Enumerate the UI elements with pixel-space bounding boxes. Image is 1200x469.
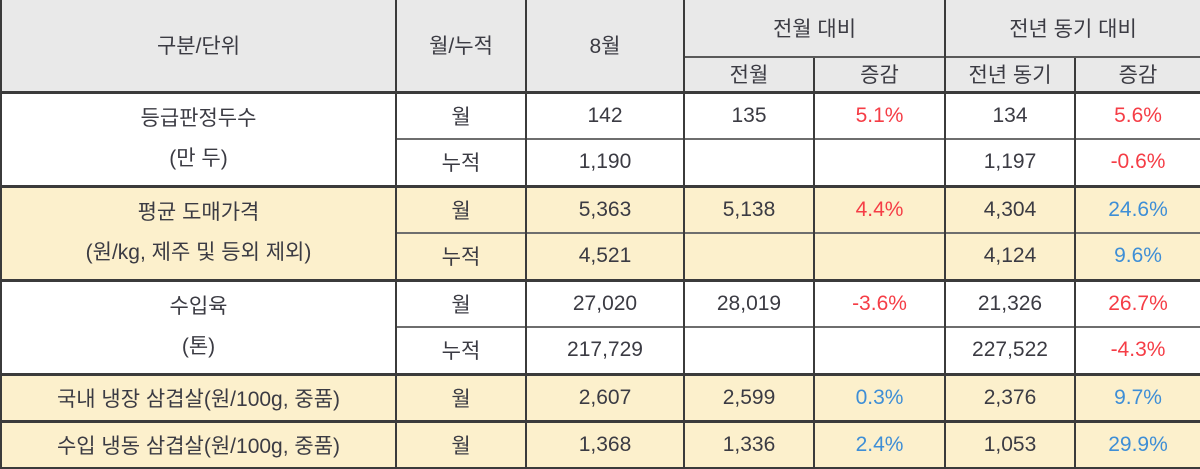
prev-month-cell: 2,599: [683, 372, 814, 421]
table-row: 누적 4,521 4,124 9.6%: [1, 232, 1200, 280]
month-value-cell: 1,368: [525, 419, 684, 468]
period-cell: 월: [395, 90, 526, 139]
prev-change-cell: [813, 232, 945, 280]
year-change-cell: 9.7%: [1074, 372, 1200, 421]
period-cell: 월: [395, 184, 526, 233]
prev-year-cell: 1,053: [944, 419, 1075, 468]
prev-change-cell: [813, 138, 945, 186]
prev-year-cell: 227,522: [944, 326, 1075, 374]
prev-year-cell: 2,376: [944, 372, 1075, 421]
prev-year-cell: 21,326: [944, 278, 1075, 327]
year-change-cell: -0.6%: [1074, 138, 1200, 186]
header-prev-month-change: 증감: [813, 56, 945, 92]
month-value-cell: 5,363: [525, 184, 684, 233]
month-value-cell: 142: [525, 90, 684, 139]
table-row: 국내 냉장 삼겹살(원/100g, 중품) 월 2,607 2,599 0.3%…: [0, 372, 1200, 421]
period-cell: 월: [395, 419, 526, 468]
row-label-grade-count: 등급판정두수 (만 두): [0, 90, 396, 186]
header-group-prev-month: 전월 대비: [683, 0, 945, 57]
header-prev-year: 전년 동기: [944, 56, 1075, 92]
prev-month-cell: 1,336: [683, 419, 814, 468]
prev-change-cell: 0.3%: [813, 372, 945, 421]
period-cell: 누적: [395, 232, 526, 280]
row-label-avg-wholesale-price: 평균 도매가격 (원/kg, 제주 및 등외 제외): [0, 184, 396, 280]
prev-month-cell: [683, 326, 814, 374]
prev-month-cell: 28,019: [683, 278, 814, 327]
month-value-cell: 27,020: [525, 278, 684, 327]
prev-change-cell: -3.6%: [813, 278, 945, 327]
prev-month-cell: [683, 138, 814, 186]
prev-change-cell: 4.4%: [813, 184, 945, 233]
table-row: 누적 1,190 1,197 -0.6%: [1, 138, 1200, 186]
month-value-cell: 1,190: [525, 138, 684, 186]
prev-month-cell: [683, 232, 814, 280]
header-prev-month: 전월: [683, 56, 814, 92]
header-row-top: 구분/단위 월/누적 8월 전월 대비 전년 동기 대비: [0, 0, 1200, 92]
header-prev-year-change: 증감: [1074, 56, 1200, 92]
table-row: 누적 217,729 227,522 -4.3%: [1, 326, 1200, 374]
prev-year-cell: 4,124: [944, 232, 1075, 280]
table-row: 수입육 (톤) 월 27,020 28,019 -3.6% 21,326 26.…: [0, 278, 1200, 374]
year-change-cell: 9.6%: [1074, 232, 1200, 280]
year-change-cell: 26.7%: [1074, 278, 1200, 327]
year-change-cell: -4.3%: [1074, 326, 1200, 374]
prev-year-cell: 1,197: [944, 138, 1075, 186]
year-change-cell: 29.9%: [1074, 419, 1200, 468]
period-cell: 누적: [395, 138, 526, 186]
prev-change-cell: 2.4%: [813, 419, 945, 468]
year-change-cell: 5.6%: [1074, 90, 1200, 139]
prev-year-cell: 4,304: [944, 184, 1075, 233]
year-change-cell: 24.6%: [1074, 184, 1200, 233]
month-value-cell: 217,729: [525, 326, 684, 374]
period-cell: 월: [395, 278, 526, 327]
row-label-imported-meat: 수입육 (톤): [0, 278, 396, 374]
prev-change-cell: [813, 326, 945, 374]
row-label-domestic-chilled-belly: 국내 냉장 삼겹살(원/100g, 중품): [0, 372, 396, 421]
month-value-cell: 2,607: [525, 372, 684, 421]
header-period: 월/누적: [395, 0, 526, 92]
prev-month-cell: 5,138: [683, 184, 814, 233]
header-group-prev-year: 전년 동기 대비: [944, 0, 1200, 57]
header-row-sub: 전월 증감 전년 동기 증감: [1, 56, 1200, 92]
header-category: 구분/단위: [0, 0, 396, 92]
period-cell: 월: [395, 372, 526, 421]
header-month-august: 8월: [525, 0, 684, 92]
table-row: 수입 냉동 삼겹살(원/100g, 중품) 월 1,368 1,336 2.4%…: [0, 419, 1200, 468]
prev-month-cell: 135: [683, 90, 814, 139]
prev-change-cell: 5.1%: [813, 90, 945, 139]
month-value-cell: 4,521: [525, 232, 684, 280]
period-cell: 누적: [395, 326, 526, 374]
table-row: 등급판정두수 (만 두) 월 142 135 5.1% 134 5.6%: [0, 90, 1200, 186]
row-label-imported-frozen-belly: 수입 냉동 삼겹살(원/100g, 중품): [0, 419, 396, 468]
prev-year-cell: 134: [944, 90, 1075, 139]
table-row: 평균 도매가격 (원/kg, 제주 및 등외 제외) 월 5,363 5,138…: [0, 184, 1200, 280]
